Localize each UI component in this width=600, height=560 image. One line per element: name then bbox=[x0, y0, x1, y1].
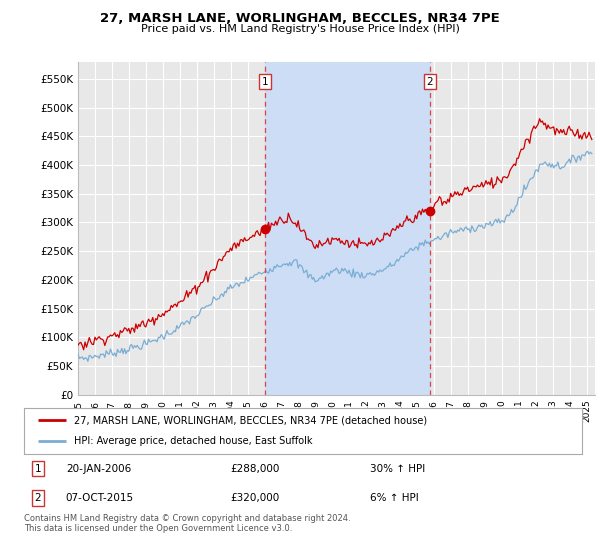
Text: 6% ↑ HPI: 6% ↑ HPI bbox=[370, 493, 419, 503]
Text: HPI: Average price, detached house, East Suffolk: HPI: Average price, detached house, East… bbox=[74, 436, 313, 446]
Text: 27, MARSH LANE, WORLINGHAM, BECCLES, NR34 7PE (detached house): 27, MARSH LANE, WORLINGHAM, BECCLES, NR3… bbox=[74, 415, 427, 425]
Text: 30% ↑ HPI: 30% ↑ HPI bbox=[370, 464, 425, 474]
Text: 27, MARSH LANE, WORLINGHAM, BECCLES, NR34 7PE: 27, MARSH LANE, WORLINGHAM, BECCLES, NR3… bbox=[100, 12, 500, 25]
Text: £288,000: £288,000 bbox=[230, 464, 280, 474]
Bar bbox=[265, 62, 430, 395]
Text: 2: 2 bbox=[35, 493, 41, 503]
Text: 1: 1 bbox=[35, 464, 41, 474]
Text: Contains HM Land Registry data © Crown copyright and database right 2024.
This d: Contains HM Land Registry data © Crown c… bbox=[24, 514, 350, 534]
Text: Price paid vs. HM Land Registry's House Price Index (HPI): Price paid vs. HM Land Registry's House … bbox=[140, 24, 460, 34]
Text: £320,000: £320,000 bbox=[230, 493, 280, 503]
Text: 1: 1 bbox=[262, 77, 269, 87]
Text: 2: 2 bbox=[427, 77, 433, 87]
Text: 20-JAN-2006: 20-JAN-2006 bbox=[66, 464, 131, 474]
Text: 07-OCT-2015: 07-OCT-2015 bbox=[66, 493, 134, 503]
